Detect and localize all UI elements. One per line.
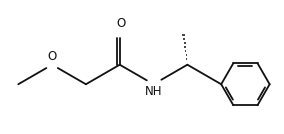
Text: NH: NH <box>145 85 162 98</box>
Text: O: O <box>47 50 57 63</box>
Text: O: O <box>116 17 126 30</box>
